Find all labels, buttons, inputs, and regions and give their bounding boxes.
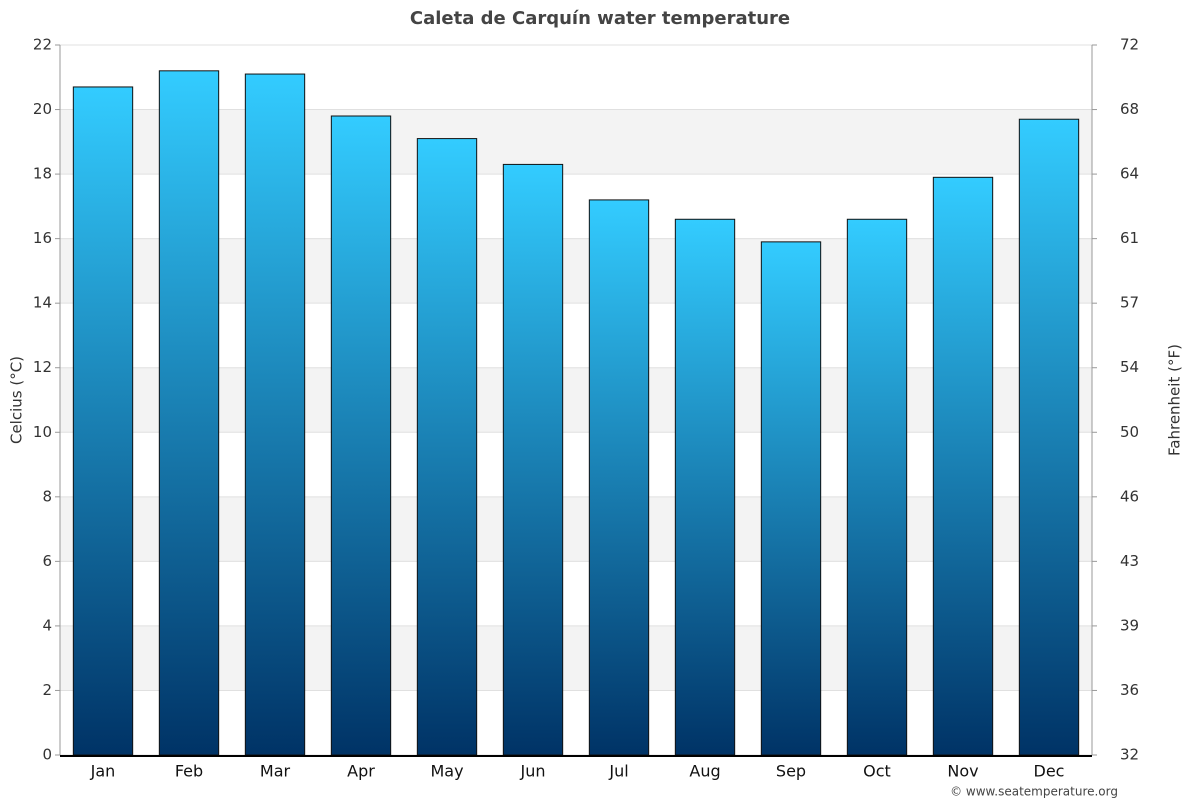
y-tick-label: 0 (42, 746, 52, 764)
y2-tick-label: 64 (1120, 165, 1139, 183)
x-tick-label: Mar (260, 762, 291, 781)
x-tick-label: Nov (947, 762, 978, 781)
y-tick-label: 2 (42, 681, 52, 699)
x-tick-label: Dec (1034, 762, 1065, 781)
x-tick-label: Oct (863, 762, 891, 781)
bar (760, 241, 822, 756)
bar (674, 218, 736, 756)
bar (158, 70, 220, 756)
grid-band (60, 109, 1092, 175)
x-tick-label: Aug (689, 762, 720, 781)
y2-tick-label: 50 (1120, 423, 1139, 441)
grid-band (60, 238, 1092, 304)
y2-tick-label: 54 (1120, 358, 1139, 376)
y2-tick-label: 32 (1120, 746, 1139, 764)
y-tick-label: 12 (33, 358, 52, 376)
y2-tick-label: 36 (1120, 681, 1139, 699)
x-tick-label: Jun (520, 762, 546, 781)
y2-axis-label: Fahrenheit (°F) (1166, 344, 1184, 456)
bar (588, 199, 650, 756)
bar (72, 86, 134, 756)
y-tick-label: 6 (42, 552, 52, 570)
x-tick-label: Sep (776, 762, 806, 781)
bar (1018, 118, 1080, 756)
bar (846, 218, 908, 756)
chart-title: Caleta de Carquín water temperature (410, 8, 790, 29)
y2-tick-label: 68 (1120, 100, 1139, 118)
bar (416, 138, 478, 756)
y-tick-label: 14 (33, 294, 52, 312)
y-tick-label: 16 (33, 229, 52, 247)
x-tick-label: Jan (90, 762, 116, 781)
y2-tick-label: 57 (1120, 294, 1139, 312)
x-tick-label: Jul (608, 762, 628, 781)
y-tick-label: 10 (33, 423, 52, 441)
bar (932, 176, 994, 756)
y-tick-label: 18 (33, 165, 52, 183)
y-tick-label: 8 (42, 487, 52, 505)
y-tick-label: 20 (33, 100, 52, 118)
bar (330, 115, 392, 756)
y2-tick-label: 72 (1120, 36, 1139, 54)
x-tick-label: Apr (347, 762, 375, 781)
y-tick-label: 4 (42, 616, 52, 634)
credit: © www.seatemperature.org (950, 785, 1118, 799)
grid-band (60, 625, 1092, 691)
x-tick-label: Feb (175, 762, 203, 781)
y2-tick-label: 46 (1120, 487, 1139, 505)
y-axis-label: Celcius (°C) (8, 356, 26, 444)
grid-band (60, 496, 1092, 562)
grid-band (60, 367, 1092, 433)
bar (244, 73, 306, 756)
y2-tick-label: 39 (1120, 616, 1139, 634)
bar (502, 163, 564, 756)
y2-tick-label: 61 (1120, 229, 1139, 247)
x-tick-label: May (430, 762, 463, 781)
y-tick-label: 22 (33, 36, 52, 54)
y2-tick-label: 43 (1120, 552, 1139, 570)
